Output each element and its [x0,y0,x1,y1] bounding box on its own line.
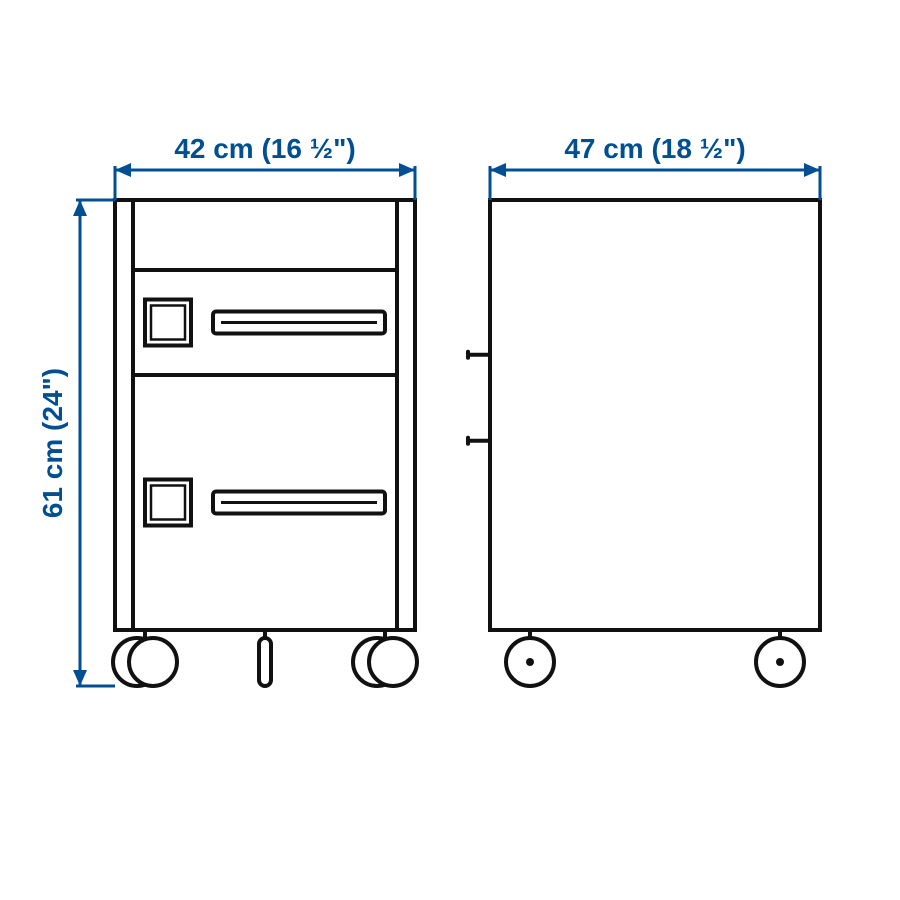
dim-depth-label: 47 cm (18 ½") [564,133,745,164]
dim-height-label: 61 cm (24") [37,368,68,518]
front-view [113,200,417,686]
dim-width-label: 42 cm (16 ½") [174,133,355,164]
dimension-drawing: 42 cm (16 ½") 47 cm (18 ½") 61 cm (24") [0,0,900,900]
side-view [468,200,820,686]
